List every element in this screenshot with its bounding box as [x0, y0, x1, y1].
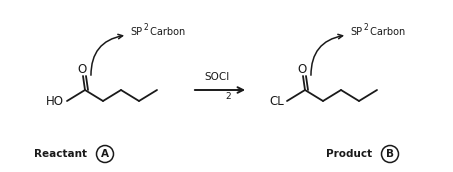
Text: 2: 2: [363, 23, 368, 32]
Text: Reactant: Reactant: [34, 149, 87, 159]
Text: Product: Product: [326, 149, 372, 159]
Text: Carbon: Carbon: [147, 27, 185, 37]
Text: SP: SP: [350, 27, 362, 37]
Text: 2: 2: [143, 23, 148, 32]
Text: SOCl: SOCl: [204, 72, 230, 82]
Text: A: A: [101, 149, 109, 159]
Text: CL: CL: [269, 94, 284, 108]
Text: Carbon: Carbon: [367, 27, 405, 37]
Text: O: O: [77, 62, 87, 76]
Text: SP: SP: [130, 27, 142, 37]
Text: 2: 2: [225, 92, 231, 101]
Text: B: B: [386, 149, 394, 159]
Text: O: O: [297, 62, 307, 76]
Text: HO: HO: [46, 94, 64, 108]
